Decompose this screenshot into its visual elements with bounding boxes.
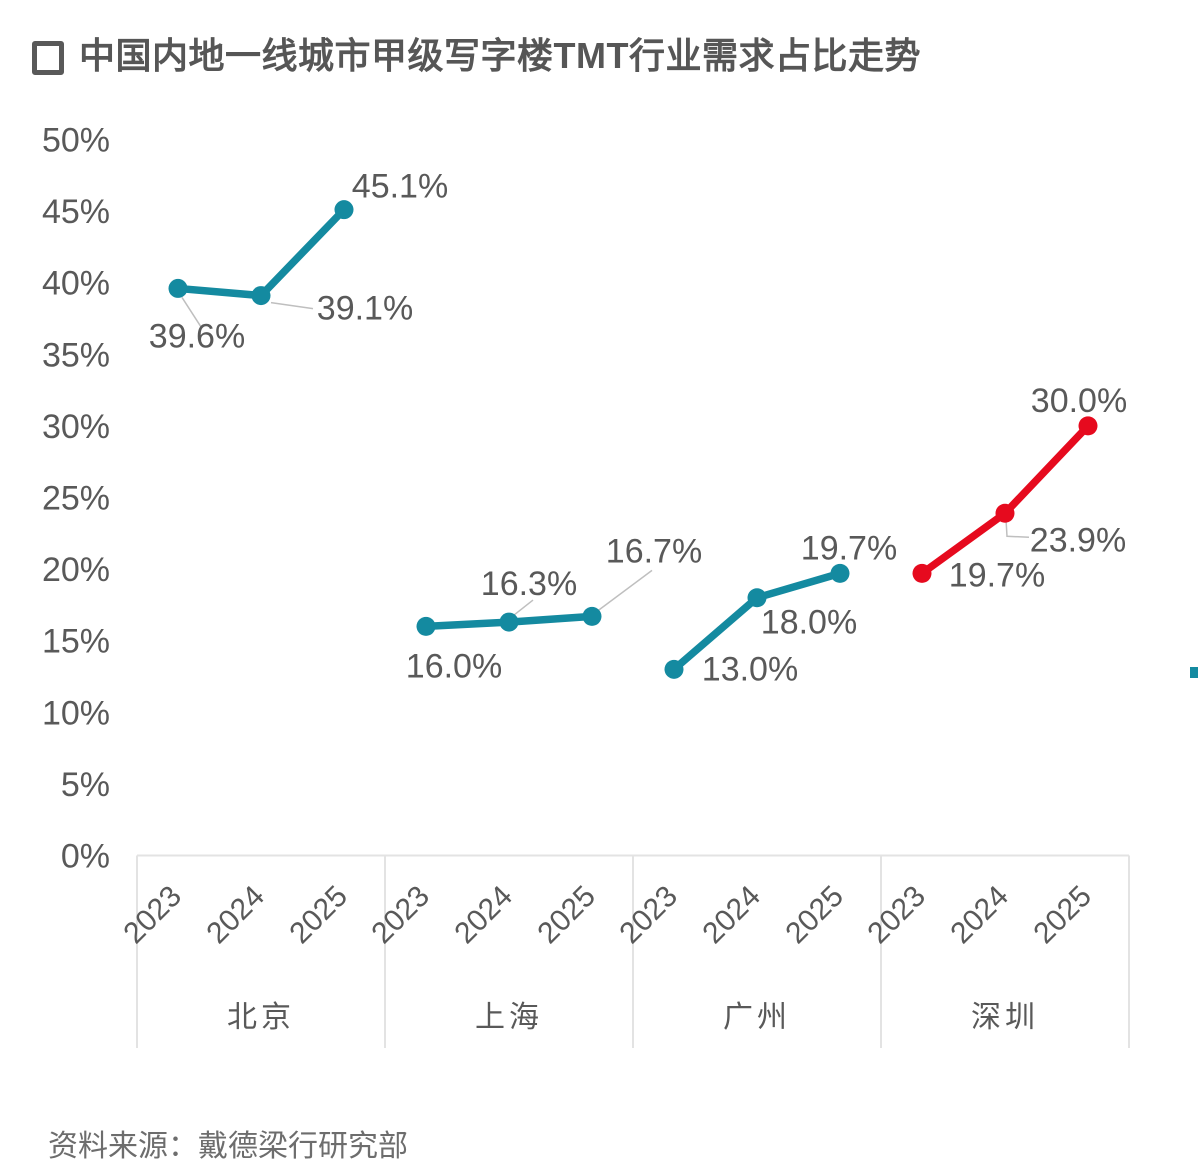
data-label: 19.7% <box>949 556 1045 594</box>
y-tick-label: 20% <box>42 551 110 589</box>
data-point <box>747 588 767 608</box>
y-tick-label: 10% <box>42 694 110 732</box>
year-tick-label: 2025 <box>1027 880 1098 951</box>
y-tick-label: 5% <box>61 766 110 804</box>
data-label: 23.9% <box>1030 521 1126 559</box>
data-point <box>499 612 519 632</box>
source-note: 资料来源：戴德梁行研究部 <box>48 1130 408 1163</box>
year-tick-label: 2025 <box>779 880 850 951</box>
y-tick-label: 35% <box>42 336 110 374</box>
label-leader-line <box>513 599 534 616</box>
year-tick-label: 2023 <box>117 880 188 951</box>
year-tick-label: 2024 <box>200 880 271 951</box>
y-tick-label: 15% <box>42 623 110 661</box>
year-tick-label: 2024 <box>448 880 519 951</box>
label-leader-line <box>270 301 314 310</box>
data-label: 45.1% <box>352 168 448 206</box>
data-label: 30.0% <box>1031 382 1127 420</box>
data-label: 39.1% <box>317 290 413 328</box>
chart-header: 中国内地一线城市甲级写字楼TMT行业需求占比走势 <box>32 36 921 76</box>
y-tick-label: 25% <box>42 480 110 518</box>
y-tick-label: 0% <box>61 838 110 876</box>
label-leader-line <box>181 297 203 329</box>
data-label: 39.6% <box>149 317 245 355</box>
y-tick-label: 45% <box>42 193 110 231</box>
data-point <box>830 563 850 583</box>
year-tick-label: 2023 <box>861 880 932 951</box>
data-label: 19.7% <box>801 529 897 567</box>
label-leader-line <box>1005 519 1030 539</box>
city-label: 北京 <box>227 1001 295 1034</box>
data-point <box>416 616 436 636</box>
year-tick-label: 2024 <box>944 880 1015 951</box>
y-tick-label: 30% <box>42 408 110 446</box>
year-tick-label: 2023 <box>365 880 436 951</box>
data-label: 16.0% <box>406 647 502 685</box>
series-line <box>177 207 347 300</box>
label-leader-line <box>596 569 653 612</box>
data-point <box>251 286 271 306</box>
year-tick-label: 2025 <box>283 880 354 951</box>
y-tick-label: 50% <box>42 122 110 160</box>
city-label: 上海 <box>475 1001 543 1034</box>
data-point <box>995 503 1015 523</box>
data-point <box>664 659 684 679</box>
data-label: 18.0% <box>761 604 857 642</box>
square-bullet-icon <box>32 41 64 75</box>
data-label: 16.3% <box>481 565 577 603</box>
y-tick-label: 40% <box>42 265 110 303</box>
data-point <box>912 563 932 583</box>
data-point <box>582 606 602 626</box>
city-label: 广州 <box>723 1001 791 1034</box>
year-tick-label: 2023 <box>613 880 684 951</box>
year-tick-label: 2024 <box>696 880 767 951</box>
data-label: 16.7% <box>606 532 702 570</box>
data-point <box>168 278 188 298</box>
data-label: 13.0% <box>702 650 798 688</box>
clipped-legend-swatch <box>1190 667 1198 678</box>
data-point <box>334 200 354 220</box>
city-label: 深圳 <box>971 1001 1039 1034</box>
data-point <box>1078 416 1098 436</box>
chart-title: 中国内地一线城市甲级写字楼TMT行业需求占比走势 <box>79 35 921 76</box>
year-tick-label: 2025 <box>531 880 602 951</box>
